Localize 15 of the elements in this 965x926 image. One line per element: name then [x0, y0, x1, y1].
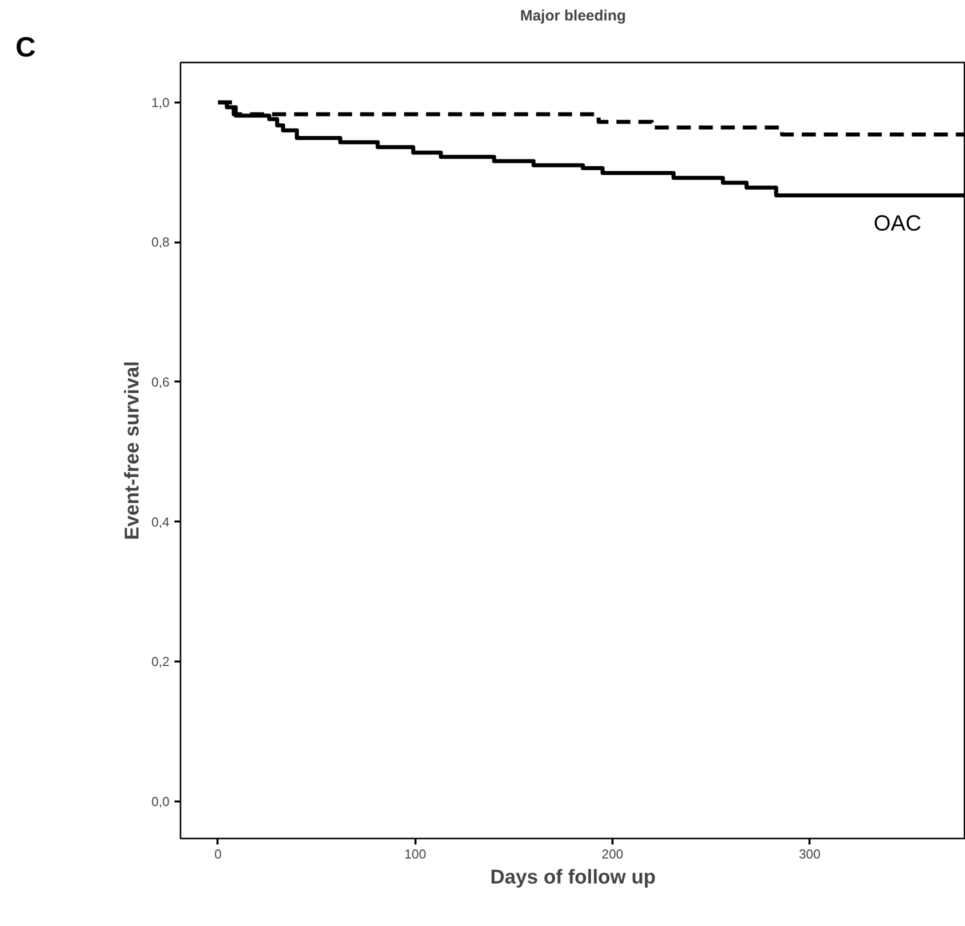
y-tick-label: 0,4 [151, 514, 170, 530]
y-tick-label: 0,8 [151, 234, 170, 250]
annotation: OAC [874, 210, 922, 236]
y-tick-label: 0,2 [151, 654, 170, 670]
x-tick-label: 100 [404, 846, 426, 862]
x-axis-title: Days of follow up [490, 866, 656, 888]
y-axis-title: Event-free survival [121, 361, 144, 540]
text: C [16, 32, 36, 62]
x-tick-label: 0 [214, 846, 222, 862]
y-tick-label: 0,6 [151, 374, 170, 390]
y-tick-label: 0,0 [151, 794, 170, 809]
x-tick-label: 300 [798, 846, 821, 862]
chart-title: Major bleeding [520, 8, 626, 24]
x-tick-label: 200 [602, 846, 624, 862]
y-tick-label: 1,0 [151, 94, 170, 110]
